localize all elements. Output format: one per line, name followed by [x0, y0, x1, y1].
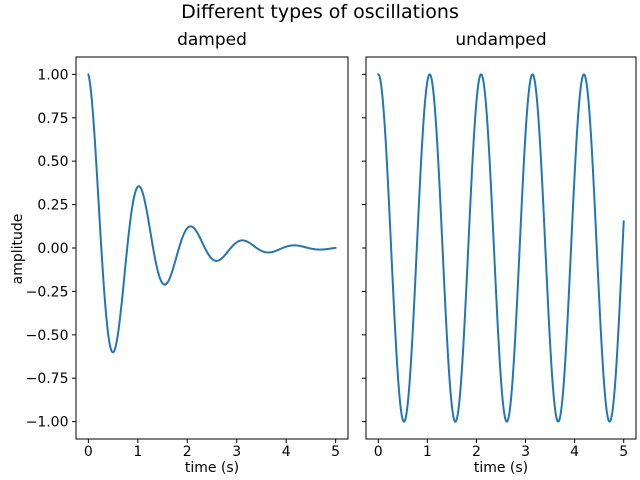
undamped-curve — [377, 73, 625, 423]
x-tick-label: 0 — [374, 444, 383, 460]
x-tick-label: 1 — [423, 444, 432, 460]
x-tick-label: 0 — [84, 444, 93, 460]
figure-title: Different types of oscillations — [181, 1, 459, 23]
y-axis-label: amplitude — [10, 213, 26, 285]
y-tick-label: 0.50 — [37, 154, 68, 170]
x-tick-label: 4 — [282, 444, 291, 460]
y-tick-label: −1.00 — [26, 415, 69, 431]
x-tick-label: 2 — [472, 444, 481, 460]
y-tick-label: 0.00 — [37, 241, 68, 257]
y-tick-label: −0.25 — [26, 284, 69, 300]
x-tick-label: 2 — [183, 444, 192, 460]
x-tick-label: 3 — [521, 444, 530, 460]
y-tick-label: 0.75 — [37, 111, 68, 127]
x-tick-label: 1 — [133, 444, 142, 460]
x-axis-label-undamped: time (s) — [473, 460, 529, 476]
x-tick-label: 5 — [331, 444, 340, 460]
x-tick-label: 3 — [232, 444, 241, 460]
subplot-title-undamped: undamped — [455, 30, 547, 50]
y-tick-label: 1.00 — [37, 67, 68, 83]
subplot-title-damped: damped — [177, 30, 247, 50]
y-tick-label: 0.25 — [37, 198, 68, 214]
x-tick-label: 5 — [619, 444, 628, 460]
x-axis-label-damped: time (s) — [184, 460, 240, 476]
damped-curve — [87, 73, 337, 354]
x-tick-label: 4 — [570, 444, 579, 460]
y-tick-label: −0.75 — [26, 371, 69, 387]
y-tick-label: −0.50 — [26, 328, 69, 344]
